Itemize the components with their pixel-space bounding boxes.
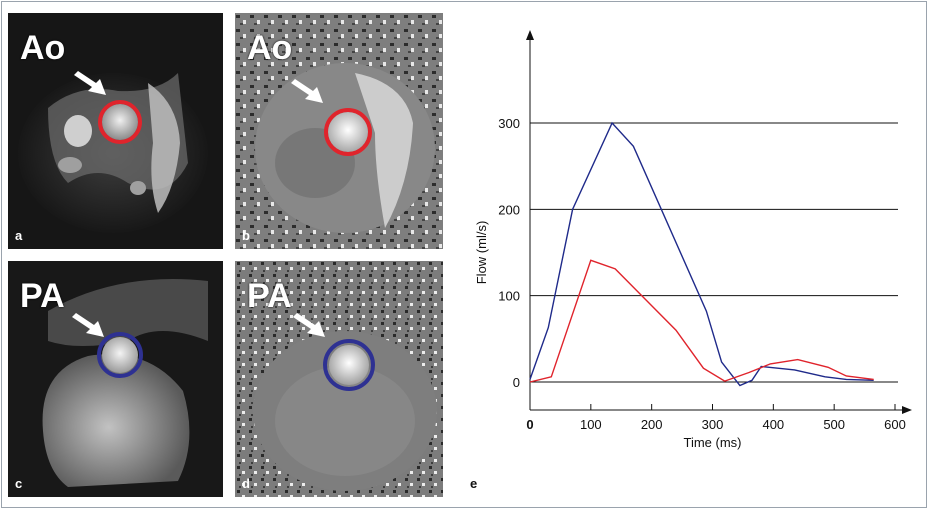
vessel-label: Ao [20, 29, 66, 67]
x-tick-label: 400 [762, 417, 784, 432]
x-tick-label: 200 [641, 417, 663, 432]
flow-chart: 0 100 200 300 0 100 200 300 400 500 600 Time (ms) Fl… [474, 30, 912, 450]
x-tick-label: 600 [884, 417, 906, 432]
x-tick-label: 0 [526, 417, 533, 432]
mri-panel-b: Ao b [235, 13, 443, 249]
x-tick-label: 500 [823, 417, 845, 432]
vessel-label: Ao [247, 29, 293, 67]
mri-panel-a: Ao a [8, 13, 223, 249]
y-tick-label: 200 [498, 202, 520, 217]
arrow-icon [74, 71, 106, 95]
mri-image-c [8, 261, 223, 497]
panel-letter: c [15, 476, 23, 491]
vessel-label: PA [247, 277, 292, 315]
y-tick-label: 100 [498, 289, 520, 304]
mri-panel-c: PA c [8, 261, 223, 497]
x-tick-label: 100 [580, 417, 602, 432]
mri-panel-d: PA d [235, 261, 443, 497]
panel-letter: d [242, 476, 250, 491]
panel-letter: a [15, 228, 23, 243]
mri-image-b [235, 13, 443, 249]
series-line-2 [529, 259, 874, 383]
series-line-1 [529, 121, 874, 387]
mri-image-a [8, 13, 223, 249]
panel-letter: b [242, 228, 250, 243]
arrow-icon [293, 313, 325, 337]
y-axis-label: Flow (ml/s) [474, 221, 489, 285]
roi-ring [97, 332, 143, 378]
panel-letter: e [470, 476, 478, 491]
arrow-icon [72, 313, 104, 337]
mri-image-d [235, 261, 443, 497]
roi-ring [324, 108, 372, 156]
x-axis-label: Time (ms) [683, 435, 741, 450]
y-axis-arrow [526, 30, 534, 40]
roi-ring [323, 339, 375, 391]
y-tick-label: 0 [513, 375, 520, 390]
y-tick-label: 300 [498, 116, 520, 131]
arrow-icon [291, 79, 323, 103]
x-axis-arrow [902, 406, 912, 414]
vessel-label: PA [20, 277, 65, 315]
x-tick-label: 300 [702, 417, 724, 432]
roi-ring [98, 100, 142, 144]
